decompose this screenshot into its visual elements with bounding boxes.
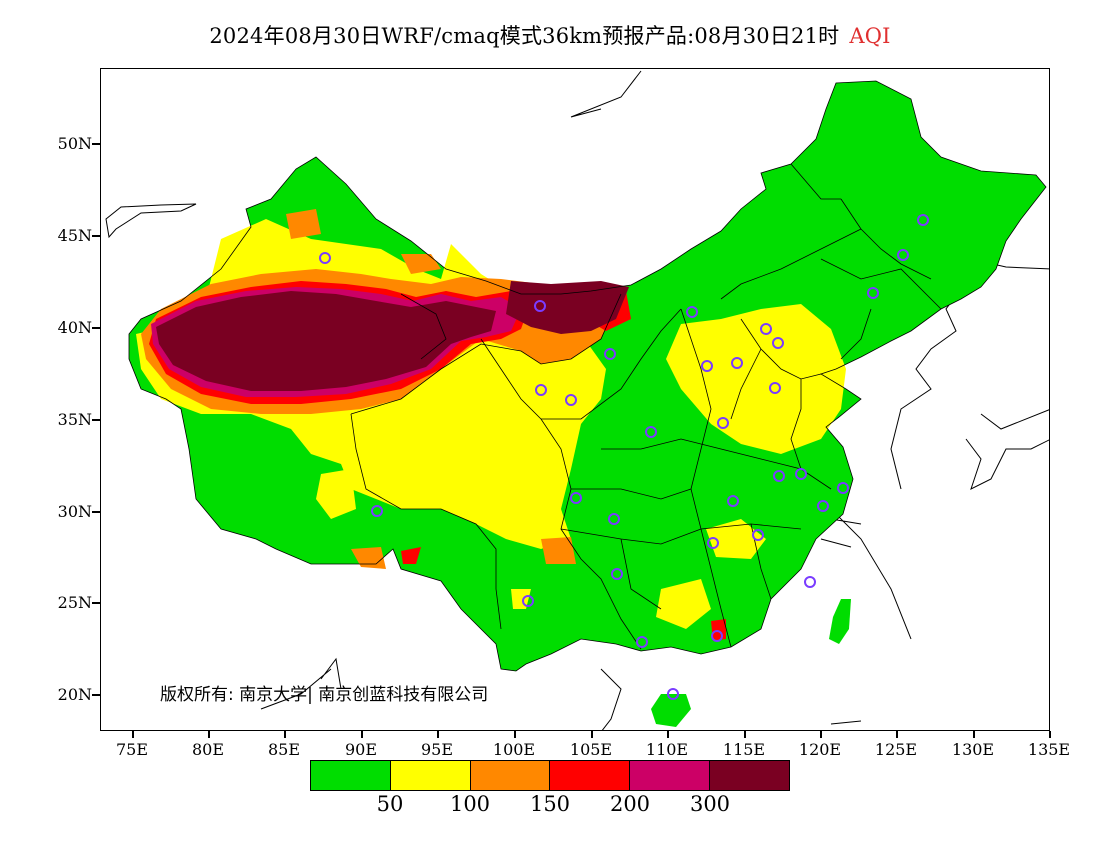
province-borders: [128, 80, 1047, 672]
y-tick-mark: [92, 694, 100, 696]
x-tick-label: 130E: [951, 740, 995, 759]
y-tick-mark: [92, 602, 100, 604]
y-tick-label: 50N: [57, 134, 92, 153]
copyright-notice: 版权所有: 南京大学| 南京创蓝科技有限公司: [160, 685, 489, 705]
x-tick-mark: [284, 731, 286, 738]
y-tick-label: 25N: [57, 593, 92, 612]
x-tick-mark: [744, 731, 746, 738]
x-tick-label: 75E: [115, 740, 149, 759]
aqi-map: [105, 70, 1049, 730]
x-tick-mark: [973, 731, 975, 738]
x-tick-label: 100E: [492, 740, 536, 759]
x-tick-mark: [591, 731, 593, 738]
y-tick-mark: [92, 327, 100, 329]
legend-label: 100: [449, 792, 491, 816]
x-tick-label: 80E: [191, 740, 225, 759]
station-markers: [319, 214, 929, 700]
y-tick-mark: [92, 143, 100, 145]
y-tick-label: 30N: [57, 502, 92, 521]
map-title: 2024年08月30日WRF/cmaq模式36km预报产品:08月30日21时 A…: [0, 20, 1100, 50]
title-variable: AQI: [849, 24, 891, 48]
yellow-zone-plain: [666, 304, 846, 454]
x-tick-label: 135E: [1027, 740, 1071, 759]
x-tick-mark: [132, 731, 134, 738]
darkred-core-west: [156, 291, 496, 391]
legend-swatch-200-300: [630, 761, 711, 790]
hainan-island: [651, 694, 691, 727]
x-tick-label: 105E: [569, 740, 613, 759]
y-tick-mark: [92, 419, 100, 421]
legend-swatch-100-150: [470, 761, 551, 790]
y-tick-mark: [92, 235, 100, 237]
x-tick-mark: [208, 731, 210, 738]
x-tick-mark: [1049, 731, 1051, 738]
legend-label: 300: [689, 792, 731, 816]
aqi-field: [129, 81, 1046, 727]
x-tick-mark: [667, 731, 669, 738]
title-text: 2024年08月30日WRF/cmaq模式36km预报产品:08月30日21时: [209, 24, 840, 48]
x-tick-mark: [437, 731, 439, 738]
taiwan-island: [829, 599, 851, 644]
legend-swatch-300-plus: [710, 761, 789, 790]
legend-swatch-50-100: [390, 761, 471, 790]
x-tick-label: 95E: [420, 740, 454, 759]
x-tick-label: 125E: [874, 740, 918, 759]
y-tick-label: 45N: [57, 226, 92, 245]
x-tick-label: 85E: [267, 740, 301, 759]
color-legend: [310, 760, 790, 791]
legend-swatch-0-50: [311, 761, 391, 790]
x-tick-mark: [361, 731, 363, 738]
x-tick-label: 90E: [344, 740, 378, 759]
legend-swatch-150-200: [550, 761, 631, 790]
map-panel[interactable]: [100, 68, 1050, 731]
x-tick-mark: [820, 731, 822, 738]
y-tick-mark: [92, 511, 100, 513]
x-tick-mark: [514, 731, 516, 738]
x-tick-label: 120E: [798, 740, 842, 759]
y-tick-label: 20N: [57, 685, 92, 704]
y-tick-label: 40N: [57, 318, 92, 337]
legend-label: 50: [376, 792, 404, 816]
x-tick-mark: [896, 731, 898, 738]
legend-label: 150: [529, 792, 571, 816]
legend-label: 200: [609, 792, 651, 816]
x-tick-label: 115E: [722, 740, 766, 759]
x-tick-label: 110E: [645, 740, 689, 759]
y-tick-label: 35N: [57, 410, 92, 429]
